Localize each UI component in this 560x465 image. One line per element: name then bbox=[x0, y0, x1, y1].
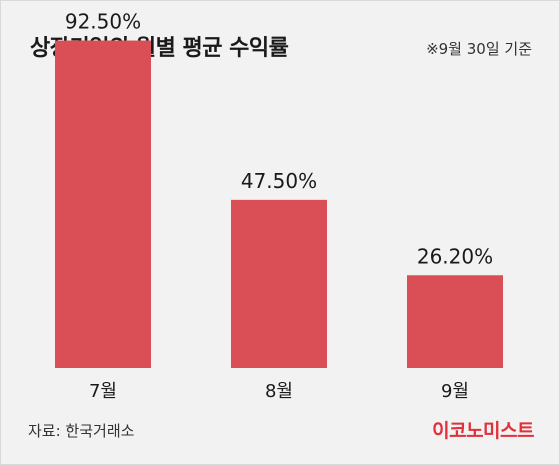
x-tick-label-1: 7월 bbox=[89, 381, 117, 402]
source-label: 자료: 한국거래소 bbox=[28, 422, 135, 440]
date-note: ※9월 30일 기준 bbox=[426, 40, 532, 58]
bar-1 bbox=[55, 40, 151, 369]
data-label-1: 92.50% bbox=[65, 10, 141, 34]
bar-2 bbox=[231, 199, 327, 368]
x-tick-label-2: 8월 bbox=[265, 381, 293, 402]
x-tick-label-3: 9월 bbox=[441, 381, 469, 402]
publisher-logo: 이코노미스트 bbox=[432, 420, 534, 442]
data-label-2: 47.50% bbox=[241, 169, 317, 193]
data-label-3: 26.20% bbox=[417, 244, 493, 268]
bar-3 bbox=[407, 275, 503, 368]
